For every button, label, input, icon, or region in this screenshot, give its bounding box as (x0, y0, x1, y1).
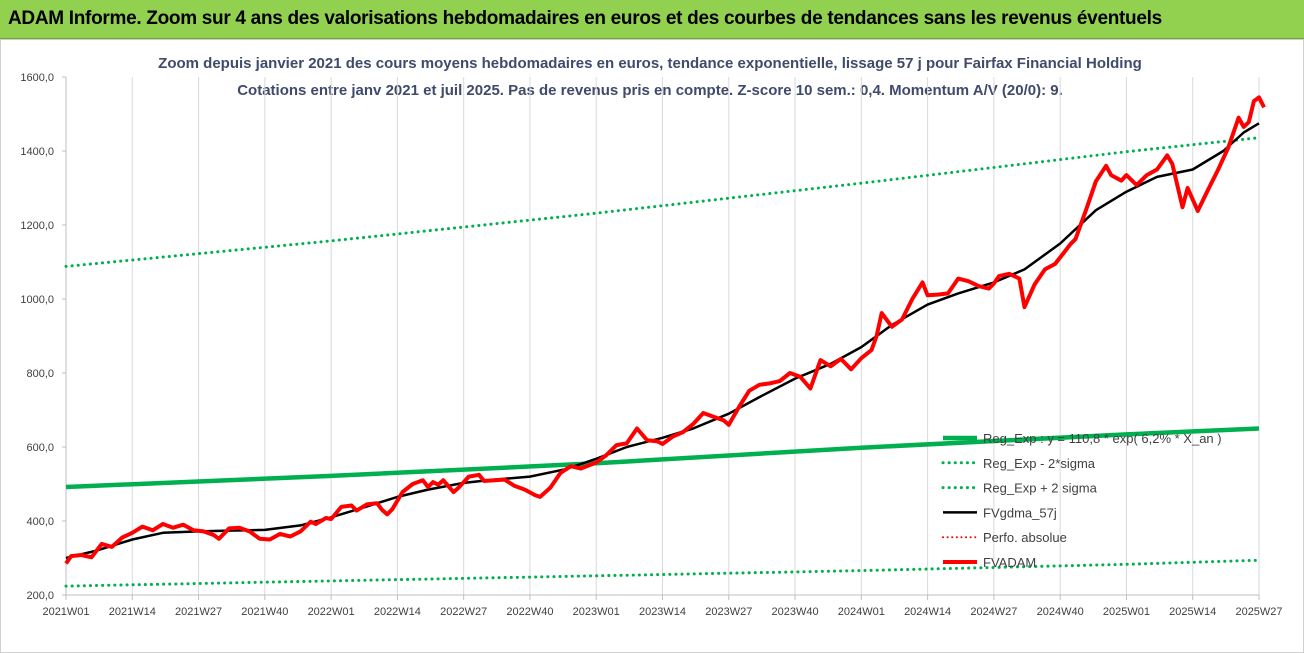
x-tick-label: 2023W14 (639, 606, 686, 618)
y-tick-label: 400,0 (26, 516, 54, 528)
chart-svg: Zoom depuis janvier 2021 des cours moyen… (20, 55, 1282, 618)
x-tick-label: 2023W01 (573, 606, 620, 618)
x-tick-label: 2023W27 (705, 606, 752, 618)
series-layer (64, 95, 1266, 588)
x-tick-label: 2022W40 (506, 606, 553, 618)
x-tick-label: 2022W14 (374, 606, 421, 618)
x-tick-label: 2025W14 (1169, 606, 1216, 618)
series-reg-exp-plus-2sigma (64, 136, 1261, 268)
x-tick-label: 2021W14 (109, 606, 156, 618)
y-tick-label: 1600,0 (20, 72, 54, 84)
legend-label-reg-exp: Reg_Exp : y = 110,8 * exp( 6,2% * X_an ) (983, 431, 1222, 446)
legend-label-fvgdma-57j: FVgdma_57j (983, 505, 1057, 520)
series-reg-exp-minus-2sigma (64, 558, 1261, 588)
y-tick-label: 200,0 (26, 590, 54, 602)
chart-frame: Zoom depuis janvier 2021 des cours moyen… (0, 39, 1304, 653)
x-tick-label: 2021W01 (42, 606, 89, 618)
chart-subtitle: Cotations entre janv 2021 et juil 2025. … (237, 82, 1063, 99)
x-tick-label: 2025W01 (1103, 606, 1150, 618)
x-tick-label: 2025W27 (1235, 606, 1282, 618)
series-fvadam (64, 95, 1266, 565)
x-tick-label: 2021W40 (241, 606, 288, 618)
x-tick-label: 2024W01 (838, 606, 885, 618)
y-tick-label: 600,0 (26, 442, 54, 454)
axes: 2021W01 2021W14 2021W27 2021W40 2022W01 2022W… (20, 72, 1282, 618)
grid-lines (65, 77, 1260, 595)
legend-label-reg-exp-minus-2sigma: Reg_Exp - 2*sigma (983, 456, 1096, 471)
page-title: ADAM Informe. Zoom sur 4 ans des valoris… (8, 8, 1162, 29)
x-tick-label: 2024W27 (970, 606, 1017, 618)
legend-label-perfo-absolue: Perfo. absolue (983, 530, 1067, 545)
x-tick-label: 2022W01 (308, 606, 355, 618)
x-tick-label: 2021W27 (175, 606, 222, 618)
legend-label-reg-exp-plus-2sigma: Reg_Exp + 2 sigma (983, 481, 1098, 496)
series-reg-exp (65, 426, 1260, 490)
x-tick-label: 2024W14 (904, 606, 951, 618)
legend: Reg_Exp : y = 110,8 * exp( 6,2% * X_an )… (941, 431, 1222, 570)
x-tick-label: 2024W40 (1037, 606, 1084, 618)
y-tick-label: 1400,0 (20, 146, 54, 158)
legend-label-fvadam: FVADAM (983, 555, 1036, 570)
x-tick-label: 2023W40 (772, 606, 819, 618)
x-tick-label: 2022W27 (440, 606, 487, 618)
y-tick-label: 1000,0 (20, 294, 54, 306)
header-bar: ADAM Informe. Zoom sur 4 ans des valoris… (0, 0, 1304, 39)
y-tick-label: 800,0 (26, 368, 54, 380)
chart-title: Zoom depuis janvier 2021 des cours moyen… (158, 55, 1142, 72)
y-tick-label: 1200,0 (20, 220, 54, 232)
